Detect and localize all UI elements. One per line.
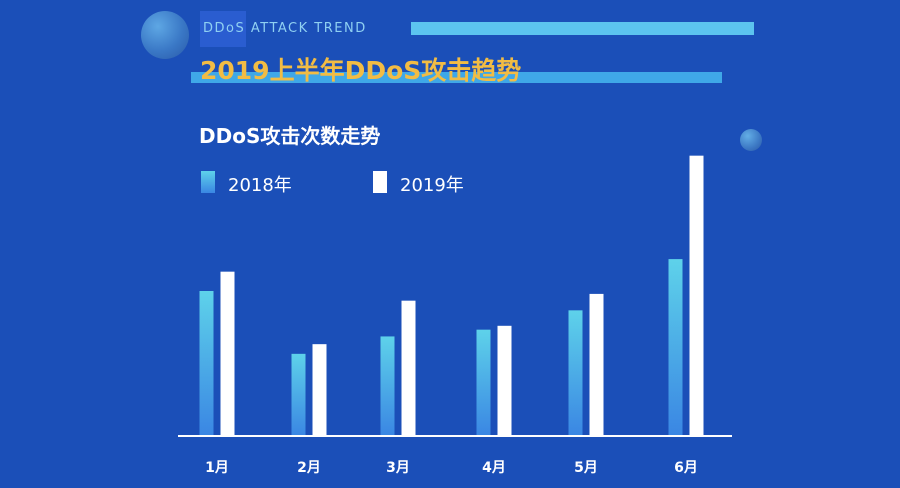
x-tick-label: 2月 [297,460,321,476]
bar-2018-4 [476,329,491,436]
x-tick-label: 4月 [482,460,506,476]
decorative-orb-large [141,11,189,59]
bar-2019-4 [497,325,512,436]
bar-2019-3 [401,300,416,436]
chart-title: DDoS攻击次数走势 [199,124,381,148]
bar-2019-1 [220,271,235,436]
x-tick-labels: 1月 2月 3月 4月 5月 6月 [205,460,698,476]
bar-2019-2 [312,344,327,436]
x-tick-label: 5月 [574,460,598,476]
title-underline-bar [191,72,722,83]
bar-2019-6 [689,155,704,436]
legend-label-2019: 2019年 [400,175,464,196]
legend-label-2018: 2018年 [228,175,292,196]
bar-2019-5 [589,293,604,436]
x-tick-label: 6月 [674,460,698,476]
bars-group [199,155,704,436]
page-title: 2019上半年DDoS攻击趋势 [200,56,522,85]
bar-2018-1 [199,291,214,436]
decorative-orb-small [740,129,762,151]
bar-2018-5 [568,310,583,436]
bar-2018-3 [380,336,395,436]
x-tick-label: 3月 [386,460,410,476]
decorative-bar-top [411,22,754,35]
section-tag: DDoS ATTACK TREND [203,21,367,36]
legend-swatch-2018 [201,171,215,193]
bar-2018-6 [668,259,683,436]
legend-swatch-2019 [373,171,387,193]
tag-highlight-box [200,11,246,47]
bar-2018-2 [291,353,306,436]
x-tick-label: 1月 [205,460,229,476]
